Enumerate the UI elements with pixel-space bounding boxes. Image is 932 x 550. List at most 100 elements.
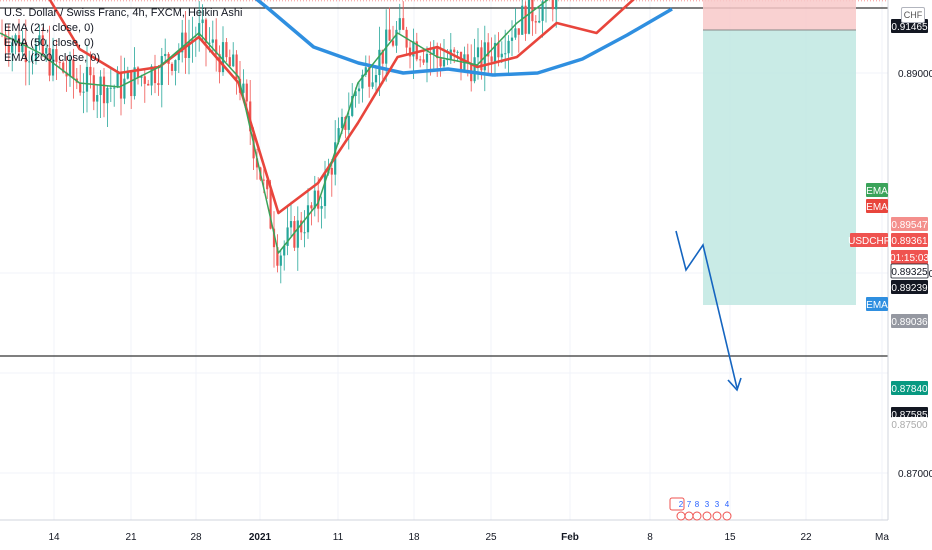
- candle-body: [432, 48, 435, 55]
- projection-arrowhead: [727, 377, 742, 392]
- price-label-bg: [891, 217, 928, 231]
- candle-body: [276, 247, 279, 266]
- candle-body: [429, 53, 432, 55]
- candle-body: [357, 88, 361, 92]
- candle-body: [82, 91, 85, 93]
- candle-body: [266, 179, 269, 190]
- price-label: USDCHF: [848, 236, 890, 247]
- candle-body: [504, 53, 507, 55]
- price-label-bg: [891, 381, 928, 395]
- candle-body: [225, 42, 228, 58]
- candle-body: [123, 78, 126, 99]
- event-marker-label: 8: [695, 500, 700, 509]
- candle-body: [514, 28, 517, 38]
- candle-body: [480, 47, 483, 71]
- price-label: 0.89325: [891, 267, 928, 278]
- candle-body: [228, 57, 231, 67]
- candle-body: [204, 19, 208, 44]
- candle-body: [391, 40, 395, 46]
- candle-body: [147, 83, 150, 86]
- candle-body: [31, 60, 34, 62]
- candle-body: [245, 83, 248, 102]
- candle-body: [323, 173, 327, 207]
- candle-body: [272, 228, 276, 248]
- candle-body: [368, 67, 371, 87]
- candle-body: [65, 72, 68, 77]
- candle-body: [72, 59, 75, 79]
- price-label: 0.89036: [891, 317, 928, 328]
- price-tick-label: 0.89000: [898, 69, 932, 80]
- symbol-title: U.S. Dollar / Swiss Franc, 4h, FXCM, Hei…: [4, 7, 243, 19]
- candle-body: [289, 221, 293, 228]
- price-label: 0.89547: [891, 220, 928, 231]
- price-label: 0.87500: [891, 420, 928, 431]
- candle-body: [283, 245, 286, 256]
- candle-body: [177, 52, 180, 61]
- candle-body: [337, 128, 340, 143]
- candle-body: [96, 95, 99, 102]
- price-label-bg: [866, 297, 888, 311]
- candle-body: [378, 49, 381, 76]
- candle-body: [364, 67, 367, 75]
- price-label-bg: [891, 314, 928, 328]
- event-marker-label: 7: [687, 500, 692, 509]
- candle-body: [439, 58, 442, 67]
- time-tick-label: 22: [800, 532, 812, 543]
- candle-body: [62, 62, 65, 73]
- candle-body: [497, 42, 500, 58]
- candle-body: [340, 116, 344, 129]
- time-tick-label: 15: [724, 532, 736, 543]
- candle-body: [41, 35, 44, 54]
- candle-body: [473, 57, 476, 82]
- time-tick-label: 11: [333, 532, 344, 543]
- candle-body: [215, 39, 218, 55]
- currency-badge[interactable]: CHF: [901, 7, 925, 23]
- candle-body: [402, 18, 405, 30]
- candle-body: [412, 41, 415, 57]
- candle-body: [174, 60, 177, 71]
- candle-body: [255, 158, 259, 168]
- candle-body: [388, 29, 391, 41]
- candle-body: [425, 53, 429, 63]
- time-tick-label: Feb: [561, 532, 579, 543]
- candle-body: [232, 54, 235, 67]
- candle-body: [493, 42, 497, 62]
- candle-body: [490, 56, 493, 62]
- candle-body: [456, 51, 459, 53]
- candle-body: [28, 61, 31, 63]
- candle-body: [269, 189, 272, 229]
- candle-body: [140, 76, 143, 78]
- candle-body: [466, 54, 469, 64]
- candle-body: [235, 54, 238, 79]
- candle-body: [198, 23, 201, 39]
- candle-body: [150, 66, 153, 86]
- candle-body: [306, 205, 310, 233]
- candle-body: [143, 76, 146, 84]
- take-profit-zone: [703, 30, 856, 305]
- price-label-bg: [891, 233, 928, 247]
- candle-body: [344, 116, 347, 130]
- price-label: 01:15:03: [890, 253, 929, 264]
- price-label: EMA: [866, 300, 888, 311]
- candle-body: [374, 75, 378, 83]
- candle-body: [419, 59, 422, 61]
- candle-body: [408, 47, 412, 57]
- price-label-bg: [891, 417, 928, 431]
- candle-body: [555, 0, 558, 10]
- price-label-bg: [890, 263, 929, 279]
- candle-body: [130, 70, 133, 97]
- candle-body: [330, 168, 333, 175]
- price-label: 0.87840: [891, 384, 928, 395]
- event-marker-label: 3: [705, 500, 710, 509]
- candle-body: [293, 221, 296, 248]
- ema200-legend: EMA (200, close, 0): [4, 52, 100, 64]
- candle-body: [351, 96, 354, 116]
- price-label: 0.87585: [891, 410, 928, 421]
- ema50-line: [48, 0, 635, 215]
- event-marker-label: 4: [725, 500, 730, 509]
- candle-body: [218, 54, 221, 73]
- candle-body: [242, 83, 245, 93]
- time-tick-label: 28: [190, 532, 202, 543]
